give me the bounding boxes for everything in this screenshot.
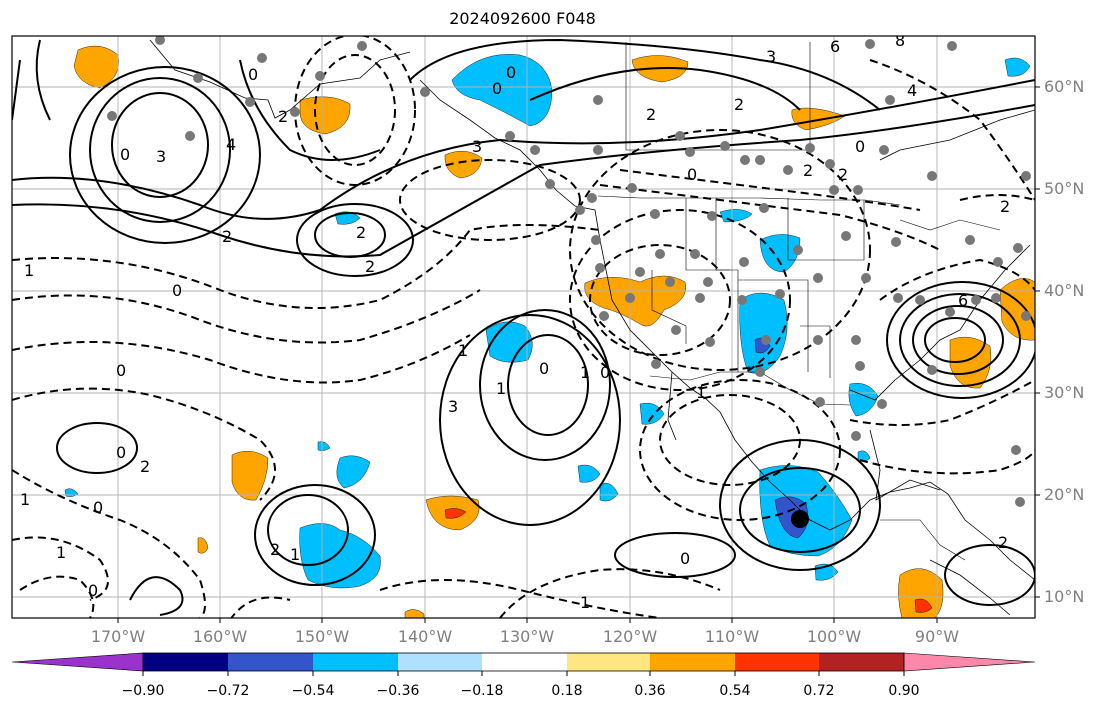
contour-label: 1: [290, 545, 300, 564]
axis-ticks: [117, 86, 1040, 623]
colorbar-tick-label: 0.72: [803, 683, 835, 699]
contour-label: 3: [472, 137, 482, 156]
contour-label: 2: [278, 107, 288, 126]
contour-label: 4: [226, 135, 236, 154]
contour-label: 1: [696, 383, 706, 402]
contour-label: 1: [24, 261, 34, 280]
contour-label: 0: [93, 498, 103, 517]
contour-label: 1: [580, 593, 590, 612]
contour-label: 2: [365, 257, 375, 276]
contour-label: 0: [88, 581, 98, 600]
contour-label: 1: [458, 341, 468, 360]
contour-label: 0: [116, 443, 126, 462]
colorbar-tick-label: −0.36: [376, 683, 420, 699]
contours-negative: [12, 36, 1035, 618]
contour-label: 0: [492, 79, 502, 98]
contour-label: 3: [448, 397, 458, 416]
contour-label: 2: [998, 533, 1008, 552]
lat-label-30n: 30°N: [1044, 383, 1085, 402]
contour-label: 2: [803, 161, 813, 180]
contour-label: 1: [580, 363, 590, 382]
contour-label: 4: [907, 81, 917, 100]
contour-label: 0: [506, 63, 516, 82]
lon-label-110w: 110°W: [704, 627, 760, 646]
lon-label-130w: 130°W: [499, 627, 555, 646]
lon-label-170w: 170°W: [90, 627, 146, 646]
contour-label: 3: [156, 147, 166, 166]
contour-label: 2: [838, 165, 848, 184]
map-frame: [11, 35, 1036, 619]
colorbar-tick-label: 0.90: [888, 683, 920, 699]
colorbar-tick-label: −0.90: [121, 683, 165, 699]
lat-label-40n: 40°N: [1044, 281, 1085, 300]
lat-label-50n: 50°N: [1044, 179, 1085, 198]
contour-label: 0: [687, 165, 697, 184]
graticule: [12, 36, 1035, 618]
contour-label: 1: [56, 543, 66, 562]
contour-label: 6: [830, 37, 840, 56]
lon-label-90w: 90°W: [914, 627, 960, 646]
chart-title: 2024092600 F048: [449, 9, 596, 28]
lon-label-100w: 100°W: [806, 627, 862, 646]
contour-label: 0: [600, 363, 610, 382]
contour-label: 0: [680, 549, 690, 568]
colorbar-tick-label: −0.18: [460, 683, 504, 699]
contour-label: 0: [120, 145, 130, 164]
colorbar-tick-label: 0.18: [551, 683, 583, 699]
contour-label: 1: [496, 379, 506, 398]
lat-label-10n: 10°N: [1044, 587, 1085, 606]
station-markers: [107, 36, 1031, 507]
contour-label: 6: [958, 291, 968, 310]
contour-label: 2: [356, 223, 366, 242]
contour-label: 2: [222, 227, 232, 246]
contour-label: 3: [766, 47, 776, 66]
colorbar-tick-label: 0.54: [719, 683, 751, 699]
contour-label: 1: [20, 490, 30, 509]
contour-labels: 0 0 2 6 8 3 4 0 2 2 0 0 4 3 3 2 2 0 2 2 …: [20, 31, 1010, 612]
contour-label: 2: [270, 540, 280, 559]
lon-label-150w: 150°W: [294, 627, 350, 646]
contours-positive: [12, 38, 1035, 616]
contour-label: 0: [539, 359, 549, 378]
contour-label: 8: [895, 31, 905, 50]
contour-label: 0: [855, 137, 865, 156]
political-borders: [597, 42, 1001, 561]
lat-label-60n: 60°N: [1044, 77, 1085, 96]
lon-label-120w: 120°W: [602, 627, 658, 646]
contour-label: 2: [140, 457, 150, 476]
storm-center-marker: [791, 510, 809, 528]
contour-label: 2: [1000, 197, 1010, 216]
lat-label-20n: 20°N: [1044, 485, 1085, 504]
contour-label: 2: [646, 105, 656, 124]
contour-label: 2: [734, 95, 744, 114]
contour-label: 0: [248, 65, 258, 84]
lon-label-140w: 140°W: [397, 627, 453, 646]
colorbar: [11, 652, 1036, 676]
lon-label-160w: 160°W: [192, 627, 248, 646]
contour-label: 0: [172, 281, 182, 300]
colorbar-tick-label: 0.36: [634, 683, 666, 699]
colorbar-tick-label: −0.54: [291, 683, 335, 699]
contour-label: 0: [116, 361, 126, 380]
colorbar-tick-label: −0.72: [206, 683, 250, 699]
